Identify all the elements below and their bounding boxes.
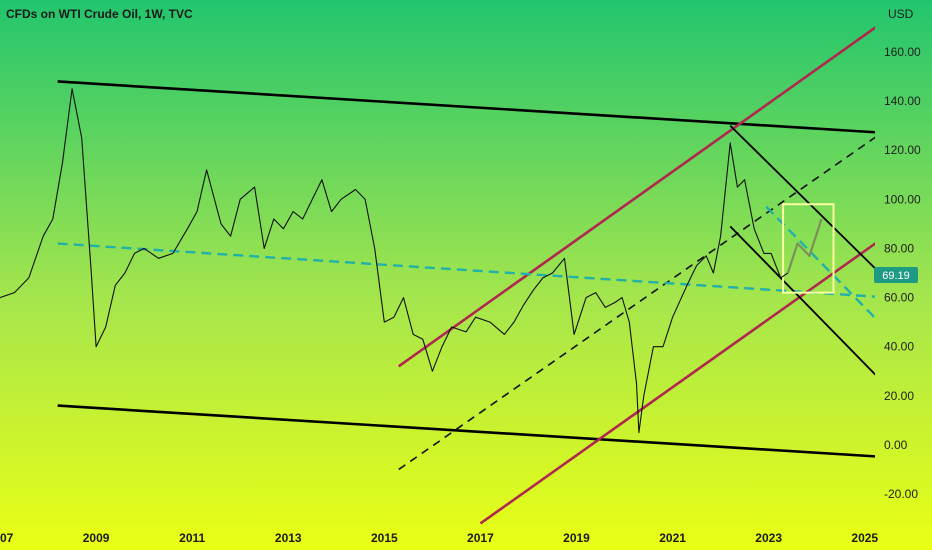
y-tick-label: 120.00	[884, 143, 921, 157]
y-tick-label: 160.00	[884, 45, 921, 59]
highlight-box	[782, 203, 835, 294]
fork-line-9	[729, 225, 875, 376]
trend-line-3	[397, 26, 875, 368]
x-tick-label: 2019	[563, 531, 590, 545]
y-tick-label: 80.00	[884, 241, 914, 255]
x-axis[interactable]: 2007 2009 2011 2013 2015 2017 2019 2021 2023 2025	[0, 531, 878, 545]
projection-line	[786, 218, 823, 274]
y-tick-label: 20.00	[884, 389, 914, 403]
y-axis[interactable]: USD 160.00 140.00 120.00 100.00 80.00 60.00 40…	[874, 7, 921, 501]
x-tick-label: 2017	[467, 531, 494, 545]
chart-title: CFDs on WTI Crude Oil, 1W, TVC	[6, 7, 193, 21]
y-tick-label: 100.00	[884, 192, 921, 206]
price-series-line	[0, 88, 789, 434]
channel-line-1	[57, 80, 875, 134]
dashed-line-5	[398, 136, 875, 471]
last-price-value: 69.19	[882, 270, 910, 282]
x-tick-label: 2025	[851, 531, 878, 545]
x-tick-label: 2021	[659, 531, 686, 545]
channel-line-2	[57, 404, 875, 458]
x-tick-label: 2015	[371, 531, 398, 545]
y-tick-label: 0.00	[884, 438, 908, 452]
x-tick-label: 2007	[0, 531, 14, 545]
y-tick-label: 60.00	[884, 291, 914, 305]
x-tick-label: 2023	[755, 531, 782, 545]
x-tick-label: 2009	[83, 531, 110, 545]
x-tick-label: 2013	[275, 531, 302, 545]
plot-area	[0, 26, 875, 525]
currency-label: USD	[888, 7, 914, 21]
teal-dashed-line-7	[765, 205, 875, 320]
x-tick-labels: 2007 2009 2011 2013 2015 2017 2019 2021 2023 2025	[0, 531, 878, 545]
trend-line-4	[479, 242, 875, 525]
y-tick-label: 140.00	[884, 94, 921, 108]
last-price-badge: 69.19	[874, 266, 918, 283]
fork-line-8	[729, 125, 875, 270]
y-tick-labels: 160.00 140.00 120.00 100.00 80.00 60.00 40.00 2…	[884, 45, 921, 501]
y-tick-label: -20.00	[884, 487, 918, 501]
x-tick-label: 2011	[179, 531, 205, 545]
y-tick-label: 40.00	[884, 340, 914, 354]
